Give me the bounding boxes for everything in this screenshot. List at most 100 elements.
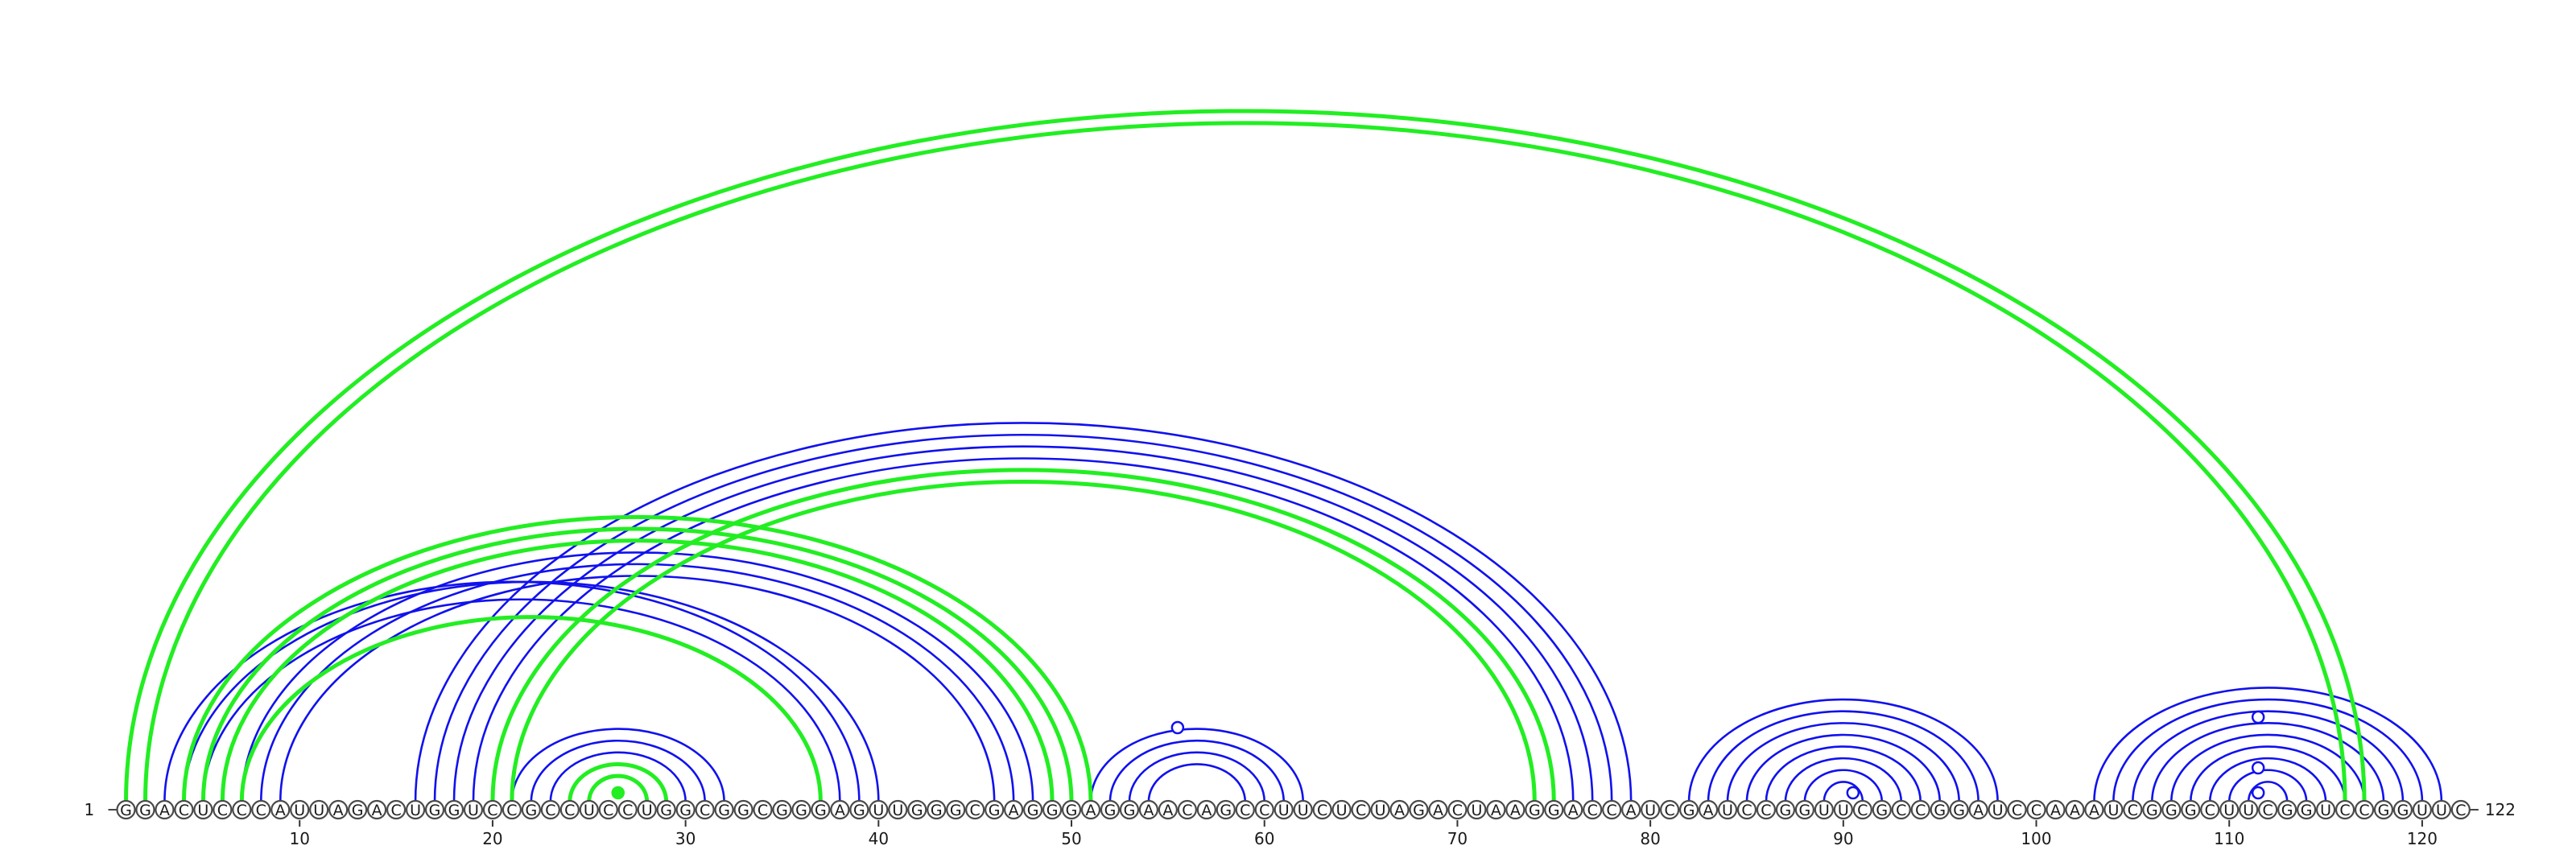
- nucleotide: G: [811, 799, 831, 820]
- axis-tick-label: 50: [1061, 829, 1081, 848]
- nucleotide: G: [2142, 799, 2162, 820]
- nucleotide: A: [155, 799, 175, 820]
- nucleotide: G: [2161, 799, 2182, 820]
- nucleotide-letter: C: [1452, 802, 1463, 819]
- nucleotide: C: [1583, 799, 1603, 820]
- nucleotide-letter: C: [1915, 802, 1926, 819]
- axis-tick-label: 10: [290, 829, 310, 848]
- blue-arc-22-31: [530, 739, 706, 802]
- nucleotide-letter: G: [2185, 802, 2197, 819]
- nucleotide-letter: C: [2012, 802, 2022, 819]
- axis-tick-label: 100: [2021, 829, 2051, 848]
- pair-marker-icon: [2251, 786, 2265, 800]
- nucleotide: C: [251, 799, 271, 820]
- nucleotide: C: [2026, 799, 2046, 820]
- nucleotide: C: [502, 799, 522, 820]
- nucleotide-letter: A: [2089, 802, 2099, 819]
- nucleotide-letter: G: [1953, 802, 1965, 819]
- nucleotide-letter: G: [1548, 802, 1560, 819]
- blue-arc-19-76: [472, 457, 1575, 802]
- nucleotide: G: [2373, 799, 2394, 820]
- nucleotide-letter: C: [1317, 802, 1327, 819]
- nucleotide-letter: A: [1433, 802, 1443, 819]
- nucleotide-letter: U: [2243, 802, 2254, 819]
- axis-tick-label: 30: [675, 829, 696, 848]
- blue-arc-51-62: [1089, 728, 1304, 802]
- nucleotide-letter: C: [1240, 802, 1250, 819]
- nucleotide-letter: G: [1413, 802, 1425, 819]
- nucleotide-letter: C: [1896, 802, 1906, 819]
- nucleotide-letter: G: [2281, 802, 2293, 819]
- nucleotide: G: [1544, 799, 1564, 820]
- green-arc-6-49: [220, 538, 1055, 802]
- blue-arc-106-118: [2151, 721, 2385, 802]
- nucleotide: G: [1119, 799, 1140, 820]
- nucleotide: U: [1988, 799, 2008, 820]
- nucleotide-letter: C: [545, 802, 555, 819]
- nucleotide: G: [444, 799, 464, 820]
- nucleotide-letter: G: [1104, 802, 1117, 819]
- nucleotide: A: [1080, 799, 1101, 820]
- nucleotide-letter: G: [1066, 802, 1078, 819]
- nucleotide: G: [1525, 799, 1545, 820]
- blue-arc-53-60: [1128, 751, 1266, 802]
- nucleotide-letter: C: [2205, 802, 2215, 819]
- nucleotide-letter: G: [526, 802, 538, 819]
- nucleotide-letter: U: [1336, 802, 1348, 819]
- nucleotide-letter: G: [1934, 802, 1946, 819]
- nucleotide: C: [753, 799, 773, 820]
- nucleotide-letter: G: [1529, 802, 1541, 819]
- nucleotide-letter: U: [294, 802, 305, 819]
- pair-marker-icon: [611, 786, 625, 800]
- nucleotide: A: [1428, 799, 1448, 820]
- nucleotide: C: [598, 799, 618, 820]
- blue-arc-86-94: [1765, 745, 1922, 802]
- nucleotide-letter: C: [1182, 802, 1192, 819]
- nucleotide: G: [791, 799, 811, 820]
- nucleotide-letter: G: [679, 802, 691, 819]
- nucleotide: G: [1678, 799, 1699, 820]
- nucleotide-letter: U: [1645, 802, 1656, 819]
- nucleotide-letter: U: [2436, 802, 2447, 819]
- nucleotide-letter: C: [970, 802, 980, 819]
- nucleotide: A: [1196, 799, 1216, 820]
- blue-arc-17-78: [433, 433, 1613, 802]
- nucleotide: C: [1660, 799, 1680, 820]
- nucleotide-letter: G: [931, 802, 943, 819]
- nucleotide: A: [1158, 799, 1178, 820]
- nucleotide: A: [1698, 799, 1719, 820]
- nucleotide-letter: C: [2031, 802, 2041, 819]
- nucleotide: G: [1216, 799, 1236, 820]
- nucleotide-letter: G: [120, 802, 132, 819]
- nucleotide: C: [1891, 799, 1911, 820]
- nucleotide-letter: G: [1780, 802, 1792, 819]
- nucleotide-letter: A: [1568, 802, 1579, 819]
- nucleotide-letter: U: [2320, 802, 2331, 819]
- nucleotide: C: [2258, 799, 2278, 820]
- green-arc-20-75: [490, 468, 1556, 802]
- nucleotide: U: [2315, 799, 2336, 820]
- blue-arc-108-116: [2189, 745, 2347, 802]
- nucleotide-letter: A: [1510, 802, 1521, 819]
- blue-arc-83-97: [1707, 710, 1979, 802]
- nucleotide: C: [1351, 799, 1371, 820]
- nucleotide-letter: A: [1491, 802, 1501, 819]
- base-pair-arcs: [124, 109, 2443, 802]
- nucleotide-letter: U: [1818, 802, 1830, 819]
- nucleotide: A: [1563, 799, 1583, 820]
- nucleotide: C: [1447, 799, 1468, 820]
- nucleotide: C: [2200, 799, 2220, 820]
- nucleotide-letter: A: [1703, 802, 1714, 819]
- nucleotide-letter: C: [390, 802, 401, 819]
- nucleotide-letter: C: [1741, 802, 1752, 819]
- nucleotide: G: [2392, 799, 2413, 820]
- nucleotide-letter: G: [950, 802, 962, 819]
- nucleotide-letter: G: [718, 802, 730, 819]
- nucleotide: U: [1370, 799, 1390, 820]
- nucleotide: C: [1312, 799, 1332, 820]
- nucleotide: G: [656, 799, 676, 820]
- nucleotide-letter: G: [660, 802, 672, 819]
- green-arc-2-116: [142, 121, 2347, 802]
- nucleotide: G: [116, 799, 136, 820]
